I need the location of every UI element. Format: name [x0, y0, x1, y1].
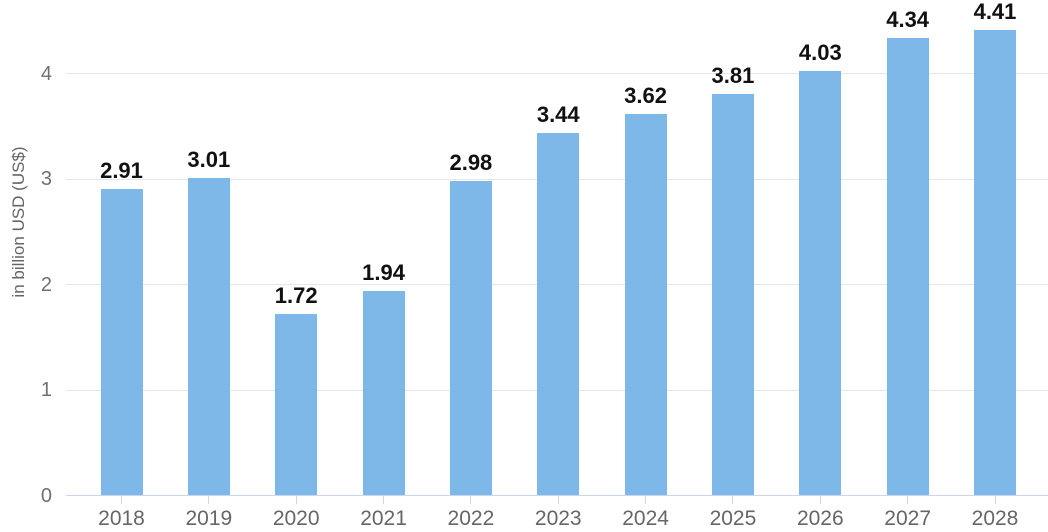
- x-axis-tick: [208, 495, 210, 504]
- x-axis-tick-label: 2026: [796, 507, 844, 530]
- y-axis-tick-label: 4: [40, 62, 52, 85]
- bar-2027[interactable]: [886, 37, 929, 496]
- x-axis-tick-label: 2020: [272, 507, 320, 530]
- bar-value-label: 2.98: [449, 150, 493, 176]
- x-axis-tick: [121, 495, 122, 504]
- x-axis-tick-label: 2025: [709, 507, 757, 530]
- x-axis-tick: [645, 495, 647, 504]
- bar-value-label: 1.94: [362, 259, 405, 285]
- x-axis-tick: [994, 495, 996, 504]
- bar-value-label: 4.34: [886, 6, 930, 32]
- x-axis-tick: [295, 495, 297, 504]
- bar-2026[interactable]: [799, 70, 842, 496]
- bar-value-label: 2.91: [100, 157, 143, 183]
- x-axis-tick-label: 2018: [98, 507, 145, 530]
- bar-2024[interactable]: [624, 113, 667, 496]
- x-axis-tick-label: 2024: [622, 507, 669, 530]
- bar-value-label: 3.81: [711, 62, 755, 88]
- x-axis-tick: [470, 495, 472, 504]
- bar-value-label: 4.03: [798, 39, 842, 65]
- bar-2028[interactable]: [974, 30, 1016, 496]
- bar-2021[interactable]: [362, 290, 405, 496]
- bar-value-label: 3.01: [187, 147, 231, 173]
- x-axis-tick-label: 2019: [185, 507, 233, 530]
- x-axis-tick: [819, 495, 821, 504]
- bar-value-label: 1.72: [274, 283, 318, 309]
- x-axis-tick: [907, 495, 909, 504]
- bar-value-label: 3.44: [536, 101, 580, 127]
- y-gridline: [66, 73, 1048, 75]
- y-axis-tick-label: 1: [40, 379, 52, 402]
- x-axis-tick-label: 2021: [360, 507, 407, 530]
- x-axis-tick-label: 2027: [884, 507, 931, 530]
- bar-2020[interactable]: [275, 314, 318, 496]
- x-axis-line: [66, 495, 1048, 496]
- x-axis-tick: [383, 495, 385, 504]
- x-axis-tick: [557, 495, 559, 504]
- bar-value-label: 3.62: [624, 82, 667, 108]
- bar-2025[interactable]: [711, 93, 754, 496]
- x-axis-tick-label: 2028: [971, 507, 1019, 530]
- bar-2022[interactable]: [449, 181, 492, 496]
- bar-2023[interactable]: [537, 132, 580, 496]
- y-axis-tick-label: 0: [40, 484, 52, 507]
- bar-2019[interactable]: [187, 178, 230, 496]
- x-axis-tick: [732, 495, 734, 504]
- y-axis-tick-label: 2: [40, 273, 52, 296]
- x-axis-tick-label: 2022: [447, 507, 495, 530]
- bar-2018[interactable]: [100, 188, 143, 496]
- x-axis-tick-label: 2023: [534, 507, 582, 530]
- bar-value-label: 4.41: [973, 0, 1017, 25]
- y-axis-tick-label: 3: [40, 168, 52, 191]
